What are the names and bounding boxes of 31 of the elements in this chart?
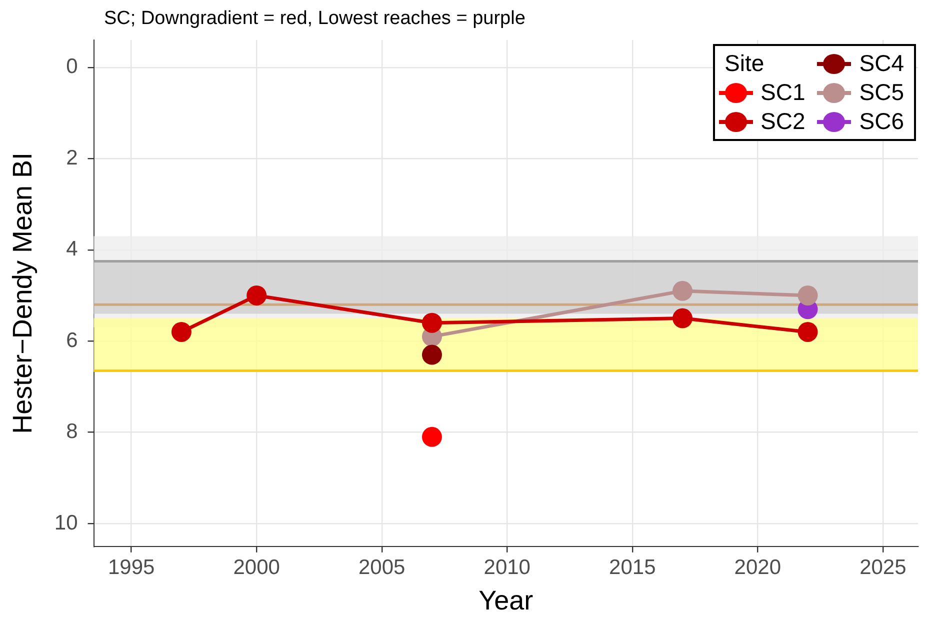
y-tick-label: 4 — [66, 238, 78, 261]
chart-title: SC; Downgradient = red, Lowest reaches = purple — [104, 8, 526, 30]
x-tick-label: 2010 — [484, 556, 530, 579]
y-tick-label: 2 — [66, 146, 78, 170]
legend-label: SC4 — [859, 50, 904, 77]
x-tick-label: 2020 — [734, 556, 782, 579]
legend-label: SC1 — [760, 79, 806, 106]
legend-label: SC6 — [859, 108, 904, 135]
point — [422, 312, 442, 333]
x-axis-title: Year — [478, 585, 534, 616]
point — [422, 344, 442, 365]
point — [171, 322, 192, 342]
point — [246, 285, 267, 306]
y-tick-label: 8 — [66, 420, 78, 444]
point — [798, 322, 818, 342]
point — [672, 280, 693, 301]
legend-label: SC5 — [859, 79, 904, 106]
point — [672, 308, 693, 328]
x-tick-label: 2015 — [609, 556, 656, 579]
x-tick-label: 2025 — [860, 556, 906, 579]
point — [798, 285, 818, 306]
x-tick-label: 2000 — [233, 556, 280, 579]
legend-title: Site — [724, 50, 766, 77]
y-tick-label: 0 — [66, 55, 78, 78]
y-axis-title: Hester−Dendy Mean BI — [8, 152, 38, 434]
x-tick-label: 2005 — [358, 556, 406, 579]
legend-label: SC2 — [760, 108, 806, 135]
y-tick-label: 6 — [66, 328, 78, 352]
point — [422, 426, 442, 447]
x-tick-label: 1995 — [108, 556, 155, 579]
y-tick-label: 10 — [54, 511, 78, 534]
